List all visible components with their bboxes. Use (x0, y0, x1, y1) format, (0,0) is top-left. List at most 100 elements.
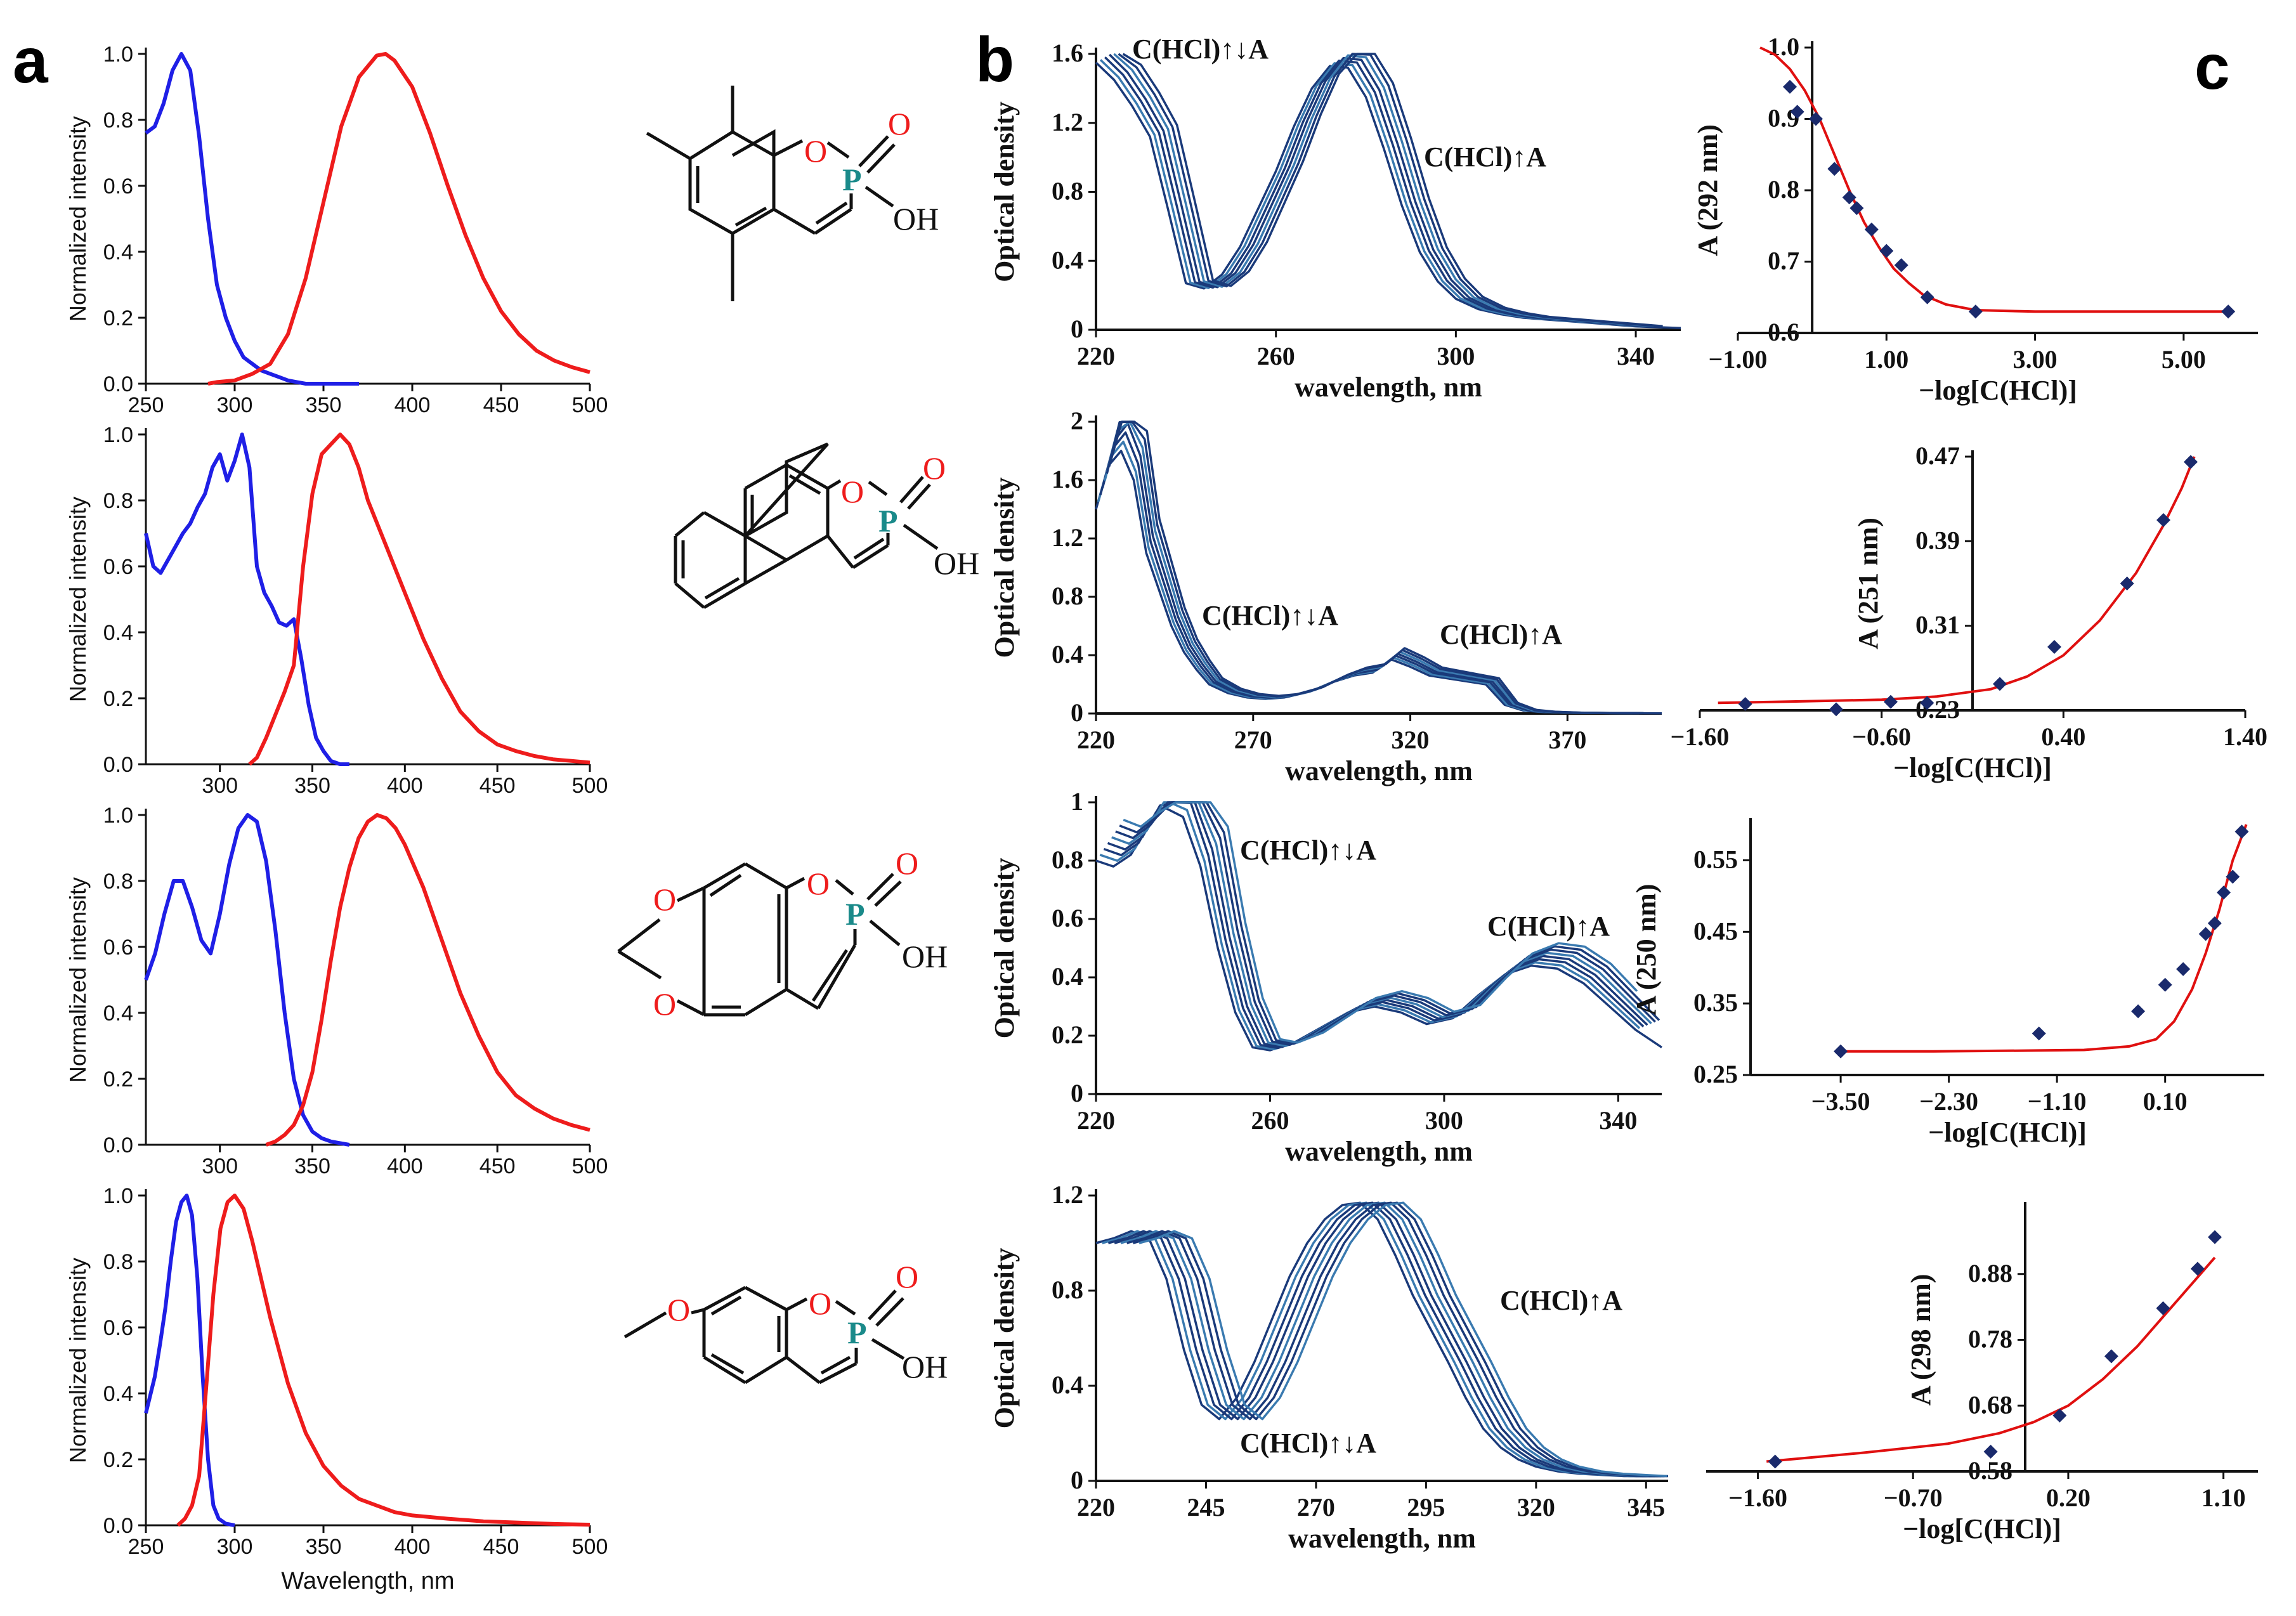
c3-data-point (2032, 1026, 2046, 1041)
a1-ytick-label: 0.2 (103, 306, 133, 330)
c3-fit-line (1841, 824, 2248, 1053)
mol2-hydroxyl: OH (934, 545, 979, 581)
b4-ytick-label: 1.2 (1052, 1180, 1083, 1209)
c3-data-point (2217, 885, 2231, 900)
mol3-oxo-oxygen: O (896, 845, 918, 881)
mol1-hydroxyl: OH (893, 201, 939, 237)
mol3-phosphorus: P (845, 896, 865, 932)
c4-xtick-label: 1.10 (2201, 1483, 2246, 1512)
c4-data-point (2190, 1261, 2205, 1276)
c2-fit-line (1718, 456, 2196, 705)
c1-xtick-label: 1.00 (1864, 345, 1908, 374)
b3-xtick-label: 220 (1077, 1106, 1115, 1135)
c2-data-point (1884, 694, 1898, 709)
b2-xtick-label: 220 (1077, 726, 1115, 754)
b3-ytick-label: 1 (1071, 787, 1083, 816)
b4-xtick-label: 270 (1297, 1493, 1335, 1522)
molecule-4-structure (623, 1286, 905, 1385)
b1-spectrum-curve (1122, 53, 1663, 327)
c2-ytick-label: 0.23 (1915, 695, 1960, 724)
molecule-2-structure (674, 442, 939, 609)
c2-data-point (1738, 697, 1752, 711)
c3-ytick-label: 0.35 (1693, 988, 1738, 1017)
a3-xtick-label: 400 (387, 1154, 423, 1178)
b4-ytick-label: 0.4 (1052, 1371, 1083, 1399)
b2-annotation: C(HCl)↑A (1440, 619, 1562, 650)
b3-ytick-label: 0.6 (1052, 904, 1083, 932)
b1-xlabel: wavelength, nm (1295, 372, 1482, 403)
b2-ylabel: Optical density (989, 478, 1020, 658)
b2-ytick-label: 1.6 (1052, 465, 1083, 493)
mol1-ring-oxygen: O (804, 133, 827, 169)
c3-xtick-label: −1.10 (2028, 1087, 2087, 1116)
a4-xtick-label: 450 (483, 1535, 519, 1559)
b4-ylabel: Optical density (989, 1248, 1020, 1429)
b2-ytick-label: 0 (1071, 698, 1083, 727)
b3-ytick-label: 0.2 (1052, 1020, 1083, 1049)
c4-data-point (1983, 1444, 1998, 1459)
a2-ylabel: Normalized intensity (65, 497, 91, 702)
a1-xtick-label: 400 (395, 393, 431, 417)
c2-xtick-label: −0.60 (1852, 722, 1911, 751)
c3-data-point (2158, 977, 2172, 992)
b2-xlabel: wavelength, nm (1285, 755, 1473, 786)
c1-data-point (1920, 290, 1934, 304)
a2-ytick-label: 0.2 (103, 687, 133, 711)
c4-xtick-label: −1.60 (1728, 1483, 1787, 1512)
chart-a3-fluorescence: 300 350 400 450 500 0.0 0.2 0.4 0.6 0.8 1.0 Normali… (65, 804, 608, 1178)
b3-ylabel: Optical density (989, 858, 1020, 1039)
b1-xtick-label: 300 (1437, 342, 1475, 370)
b2-spectrum-curve (1108, 420, 1644, 715)
c3-ytick-label: 0.55 (1693, 845, 1738, 873)
a3-xtick-label: 450 (479, 1154, 516, 1178)
c2-ytick-label: 0.39 (1915, 526, 1960, 554)
mol4-ring-oxygen: O (809, 1286, 832, 1321)
a1-ytick-label: 1.0 (103, 42, 133, 67)
b4-xtick-label: 220 (1077, 1493, 1115, 1522)
a4-xlabel: Wavelength, nm (281, 1568, 454, 1594)
c4-data-point (1768, 1454, 1782, 1469)
a2-ytick-label: 0.4 (103, 621, 133, 645)
a2-xtick-label: 350 (294, 774, 330, 798)
b2-xtick-label: 270 (1234, 726, 1272, 754)
b3-xtick-label: 340 (1599, 1106, 1637, 1135)
c4-ytick-label: 0.58 (1968, 1456, 2012, 1485)
b2-annotation: C(HCl)↑↓A (1202, 600, 1338, 631)
mol1-oxo-oxygen: O (888, 106, 911, 141)
b4-ytick-label: 0.8 (1052, 1275, 1083, 1304)
b3-xtick-label: 300 (1425, 1106, 1463, 1135)
a3-ylabel: Normalized intensity (65, 877, 91, 1083)
b1-ytick-label: 0 (1071, 315, 1083, 343)
c4-xlabel: −log[C(HCl)] (1903, 1513, 2061, 1544)
c1-ytick-label: 0.8 (1768, 175, 1799, 204)
c3-data-point (2226, 870, 2240, 884)
c3-ylabel: A (250 nm) (1631, 884, 1662, 1016)
b2-ytick-label: 2 (1071, 407, 1083, 435)
a1-xtick-label: 350 (306, 393, 342, 417)
a2-ytick-label: 0.0 (103, 753, 133, 777)
b1-xtick-label: 340 (1617, 342, 1655, 370)
c4-xtick-label: −0.70 (1884, 1483, 1943, 1512)
a1-ylabel: Normalized intensity (65, 116, 91, 322)
mol3-dioxole-oxygen-bottom: O (653, 986, 676, 1022)
b4-spectrum-curve (1095, 1201, 1668, 1478)
a4-ylabel: Normalized intensity (65, 1258, 91, 1463)
c2-xlabel: −log[C(HCl)] (1893, 752, 2052, 783)
a2-ytick-label: 0.6 (103, 555, 133, 579)
c1-data-point (1968, 304, 1983, 319)
b1-ytick-label: 1.2 (1052, 108, 1083, 136)
chart-b1-absorbance: 220 260 300 340 0 0.4 0.8 1.2 1.6 Optical density… (989, 34, 1681, 403)
a2-xtick-label: 400 (387, 774, 423, 798)
a4-ytick-label: 0.0 (103, 1514, 133, 1538)
b2-spectrum-curve (1095, 450, 1662, 715)
c1-data-point (1864, 222, 1879, 237)
c4-ytick-label: 0.78 (1968, 1325, 2012, 1353)
b1-annotation: C(HCl)↑↓A (1132, 34, 1269, 65)
b1-xtick-label: 260 (1257, 342, 1295, 370)
c3-xtick-label: −2.30 (1919, 1087, 1978, 1116)
c4-fit-line (1766, 1256, 2216, 1463)
molecule-3-structure (617, 862, 902, 1017)
c1-xtick-label: −1.00 (1709, 345, 1768, 374)
a3-xtick-label: 300 (202, 1154, 238, 1178)
c4-data-point (2104, 1349, 2118, 1364)
